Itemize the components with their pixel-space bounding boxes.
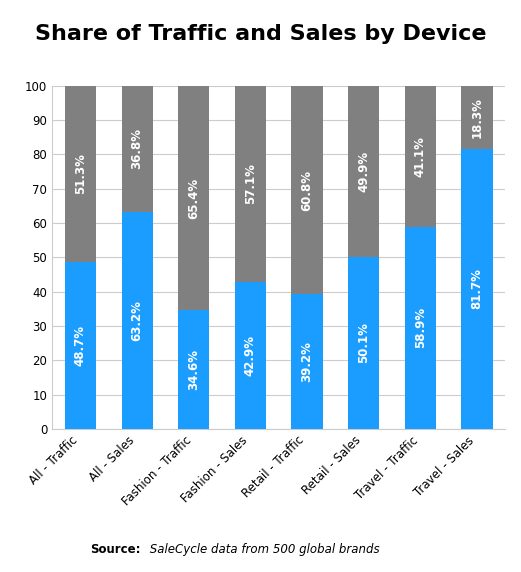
Bar: [462, 149, 493, 429]
Bar: [235, 86, 266, 282]
Bar: [178, 86, 209, 310]
Text: 39.2%: 39.2%: [301, 341, 314, 382]
Text: 51.3%: 51.3%: [74, 153, 87, 194]
Text: 41.1%: 41.1%: [414, 136, 427, 177]
Text: 49.9%: 49.9%: [357, 151, 370, 192]
Text: SaleCycle data from 500 global brands: SaleCycle data from 500 global brands: [146, 543, 379, 555]
Bar: [291, 295, 322, 429]
Text: 50.1%: 50.1%: [357, 323, 370, 363]
Text: Source:: Source:: [90, 543, 141, 555]
Text: 18.3%: 18.3%: [470, 97, 483, 138]
Bar: [405, 86, 436, 227]
Text: 42.9%: 42.9%: [244, 335, 257, 376]
Bar: [462, 86, 493, 149]
Text: 65.4%: 65.4%: [187, 177, 200, 219]
Text: 48.7%: 48.7%: [74, 325, 87, 366]
Text: 63.2%: 63.2%: [131, 300, 144, 341]
Bar: [405, 227, 436, 429]
Bar: [121, 212, 153, 429]
Bar: [178, 310, 209, 429]
Bar: [291, 86, 322, 295]
Text: 57.1%: 57.1%: [244, 164, 257, 204]
Bar: [65, 262, 96, 429]
Text: 36.8%: 36.8%: [131, 129, 144, 169]
Text: 34.6%: 34.6%: [187, 349, 200, 390]
Bar: [348, 86, 379, 257]
Bar: [121, 86, 153, 212]
Bar: [65, 86, 96, 262]
Text: 60.8%: 60.8%: [301, 170, 314, 210]
Text: Share of Traffic and Sales by Device: Share of Traffic and Sales by Device: [35, 25, 486, 44]
Text: 81.7%: 81.7%: [470, 268, 483, 309]
Text: 58.9%: 58.9%: [414, 307, 427, 348]
Bar: [235, 282, 266, 429]
Bar: [348, 257, 379, 429]
